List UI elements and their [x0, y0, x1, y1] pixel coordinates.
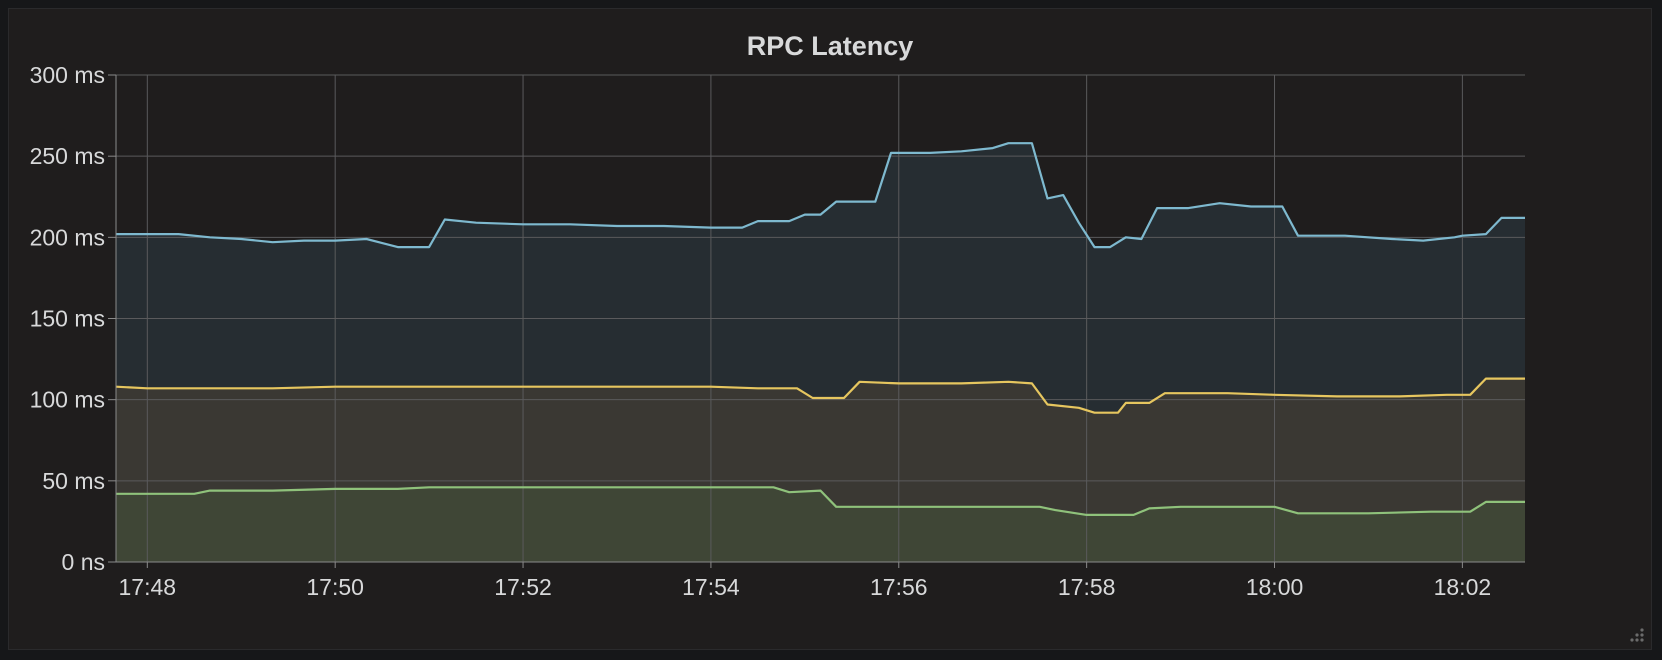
x-tick-label: 17:56: [870, 574, 928, 600]
x-axis: 17:48 17:50 17:52 17:54 17:56 17:58 18:00 18:02: [116, 561, 1525, 600]
panel-title[interactable]: RPC Latency: [746, 31, 914, 61]
y-tick-label: 100 ms: [30, 387, 105, 413]
x-tick-label: 17:58: [1058, 574, 1116, 600]
series-1-line[interactable]: [116, 142, 1525, 249]
chart-grid: [116, 74, 1525, 563]
series-3-line[interactable]: [116, 486, 1525, 516]
x-tick-label: 17:48: [119, 574, 177, 600]
series-fills: [116, 143, 1525, 562]
y-tick-label: 250 ms: [30, 143, 105, 169]
y-tick-label: 200 ms: [30, 224, 105, 250]
y-tick-label: 300 ms: [30, 62, 105, 88]
y-tick-label: 50 ms: [42, 468, 105, 494]
resize-handle-icon[interactable]: [1627, 625, 1645, 643]
x-tick-label: 17:50: [306, 574, 364, 600]
x-tick-label: 18:02: [1434, 574, 1492, 600]
x-tick-label: 18:00: [1246, 574, 1304, 600]
graph-panel: RPC Latency 0 ns 50 ms 100 ms 150 ms 200 ms 2…: [8, 8, 1652, 650]
series-3-area: [116, 487, 1525, 562]
y-tick-label: 0 ns: [62, 549, 105, 575]
y-tick-label: 150 ms: [30, 306, 105, 332]
series-2-line[interactable]: [115, 377, 1525, 414]
x-tick-label: 17:52: [494, 574, 552, 600]
x-tick-label: 17:54: [682, 574, 740, 600]
y-axis: 0 ns 50 ms 100 ms 150 ms 200 ms 250 ms 300 ms: [30, 62, 117, 575]
series-lines: [115, 142, 1525, 516]
